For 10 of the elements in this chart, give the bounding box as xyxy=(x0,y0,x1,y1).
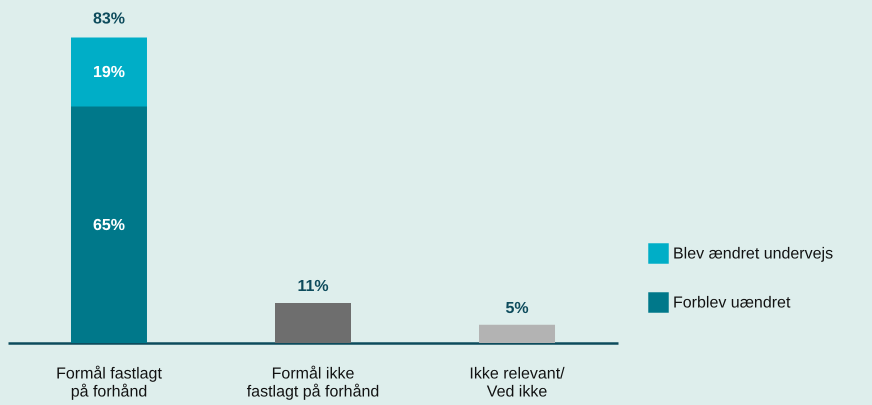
total-label: 83% xyxy=(92,10,125,28)
x-tick-label: Formål ikke fastlagt på forhånd xyxy=(246,366,380,400)
x-tick-label: Ikke relevant/ Ved ikke xyxy=(469,366,566,400)
legend-label: Forblev uændret xyxy=(673,294,791,312)
data-label: 11% xyxy=(297,278,329,295)
data-label: 5% xyxy=(505,300,529,317)
legend-label: Blev ændret undervejs xyxy=(673,246,834,262)
x-tick-label: Formål fastlagt på forhånd xyxy=(56,366,162,400)
data-label: 19% xyxy=(92,64,125,81)
data-label: 65% xyxy=(92,216,125,234)
